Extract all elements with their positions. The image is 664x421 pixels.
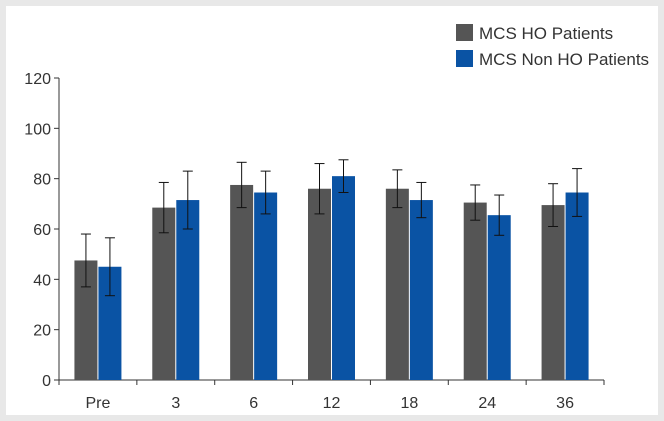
chart-frame: 0 20 40 60 80 100 120 Pre 3 6 12 18 24 36 MCS HO Pati…: [6, 6, 658, 415]
x-tick-label: 24: [478, 395, 496, 412]
x-tick-label: 18: [400, 395, 418, 412]
x-tick-label: Pre: [85, 395, 110, 412]
y-tick-label: 80: [33, 172, 51, 189]
bar: [98, 266, 122, 380]
y-tick-label: 60: [33, 222, 51, 239]
bar: [487, 215, 511, 380]
y-tick-label: 120: [24, 71, 51, 88]
x-tick-label: 36: [556, 395, 574, 412]
bar: [176, 200, 200, 380]
x-tick-label: 6: [249, 395, 258, 412]
bar: [308, 188, 331, 380]
legend-swatch: [456, 24, 473, 41]
bar: [74, 260, 98, 380]
bar: [541, 205, 565, 380]
bars-group: [74, 176, 589, 380]
x-tick-label: 3: [171, 395, 180, 412]
x-tick-label: 12: [323, 395, 341, 412]
y-tick-label: 100: [24, 121, 51, 138]
error-bars-group: [80, 159, 583, 297]
bar: [409, 200, 433, 380]
axes-group: [54, 77, 605, 385]
legend-label: MCS HO Patients: [479, 24, 613, 43]
y-tick-label: 0: [42, 373, 51, 390]
legend-label: MCS Non HO Patients: [479, 50, 649, 69]
bar: [332, 176, 355, 380]
legend-swatch: [456, 50, 473, 67]
bar: [152, 207, 176, 380]
y-tick-label: 20: [33, 323, 51, 340]
bar: [254, 192, 278, 380]
bar: [385, 188, 409, 380]
bar: [565, 192, 589, 380]
bar: [463, 202, 487, 380]
y-tick-label: 40: [33, 272, 51, 289]
bar: [230, 184, 254, 380]
legend: MCS HO Patients MCS Non HO Patients: [456, 24, 649, 69]
